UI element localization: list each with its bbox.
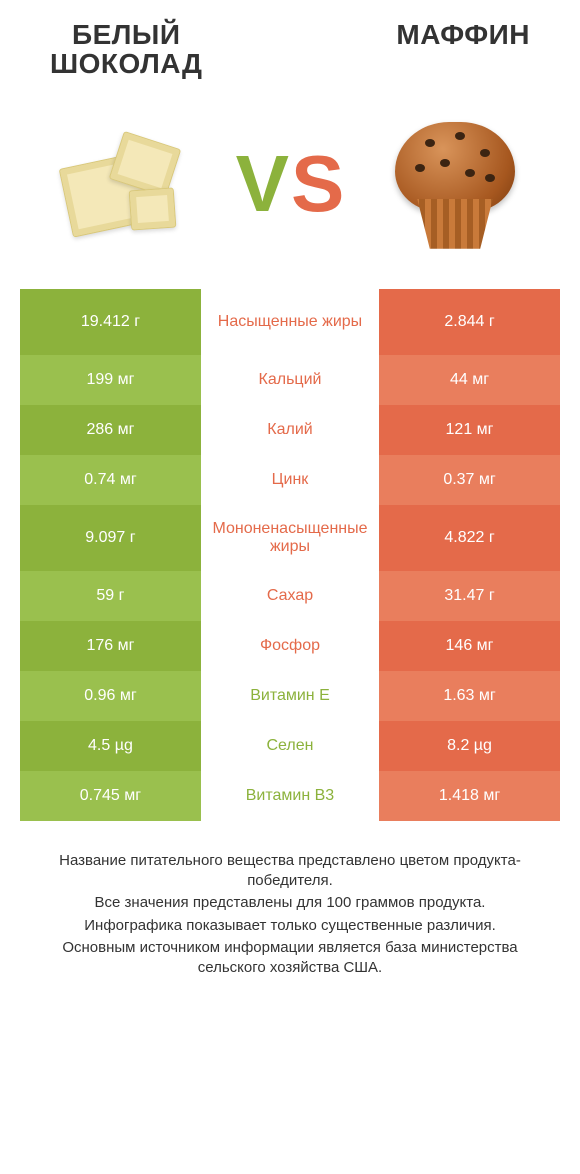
table-row: 19.412 гНасыщенные жиры2.844 г xyxy=(20,289,560,355)
title-left: БЕЛЫЙШОКОЛАД xyxy=(50,20,202,79)
vs-label: VS xyxy=(236,144,345,224)
table-row: 176 мгФосфор146 мг xyxy=(20,621,560,671)
nutrient-label: Селен xyxy=(201,721,379,771)
infographic-container: БЕЛЫЙШОКОЛАД МАФФИН VS 19.412 xyxy=(0,0,580,1174)
value-right: 44 мг xyxy=(379,355,560,405)
vs-v: V xyxy=(236,144,289,224)
value-right: 31.47 г xyxy=(379,571,560,621)
vs-s: S xyxy=(291,144,344,224)
value-right: 4.822 г xyxy=(379,505,560,571)
table-row: 286 мгКалий121 мг xyxy=(20,405,560,455)
value-right: 146 мг xyxy=(379,621,560,671)
value-left: 0.745 мг xyxy=(20,771,201,821)
value-left: 199 мг xyxy=(20,355,201,405)
footer-notes: Название питательного вещества представл… xyxy=(20,821,560,981)
value-left: 19.412 г xyxy=(20,289,201,355)
value-right: 8.2 µg xyxy=(379,721,560,771)
value-left: 59 г xyxy=(20,571,201,621)
nutrient-label: Витамин E xyxy=(201,671,379,721)
table-row: 9.097 гМононенасыщенные жиры4.822 г xyxy=(20,505,560,571)
title-right: МАФФИН xyxy=(396,20,530,49)
nutrient-label: Цинк xyxy=(201,455,379,505)
table-row: 199 мгКальций44 мг xyxy=(20,355,560,405)
nutrient-label: Калий xyxy=(201,405,379,455)
value-right: 1.418 мг xyxy=(379,771,560,821)
value-right: 121 мг xyxy=(379,405,560,455)
comparison-table: 19.412 гНасыщенные жиры2.844 г199 мгКаль… xyxy=(20,289,560,821)
value-left: 0.74 мг xyxy=(20,455,201,505)
footer-line: Основным источником информации является … xyxy=(30,938,550,979)
nutrient-label: Сахар xyxy=(201,571,379,621)
title-row: БЕЛЫЙШОКОЛАД МАФФИН xyxy=(20,20,560,89)
hero-row: VS xyxy=(20,89,560,289)
nutrient-label: Насыщенные жиры xyxy=(201,289,379,355)
footer-line: Название питательного вещества представл… xyxy=(30,851,550,892)
value-right: 0.37 мг xyxy=(379,455,560,505)
value-left: 176 мг xyxy=(20,621,201,671)
table-row: 0.96 мгВитамин E1.63 мг xyxy=(20,671,560,721)
white-chocolate-image xyxy=(50,109,200,259)
nutrient-label: Кальций xyxy=(201,355,379,405)
nutrient-label: Витамин B3 xyxy=(201,771,379,821)
nutrient-label: Мононенасыщенные жиры xyxy=(201,505,379,571)
value-left: 4.5 µg xyxy=(20,721,201,771)
value-right: 2.844 г xyxy=(379,289,560,355)
value-left: 286 мг xyxy=(20,405,201,455)
muffin-image xyxy=(380,109,530,259)
table-row: 0.74 мгЦинк0.37 мг xyxy=(20,455,560,505)
footer-line: Инфографика показывает только существенн… xyxy=(30,916,550,936)
table-row: 0.745 мгВитамин B31.418 мг xyxy=(20,771,560,821)
table-row: 59 гСахар31.47 г xyxy=(20,571,560,621)
value-left: 9.097 г xyxy=(20,505,201,571)
value-left: 0.96 мг xyxy=(20,671,201,721)
footer-line: Все значения представлены для 100 граммо… xyxy=(30,893,550,913)
value-right: 1.63 мг xyxy=(379,671,560,721)
table-row: 4.5 µgСелен8.2 µg xyxy=(20,721,560,771)
nutrient-label: Фосфор xyxy=(201,621,379,671)
